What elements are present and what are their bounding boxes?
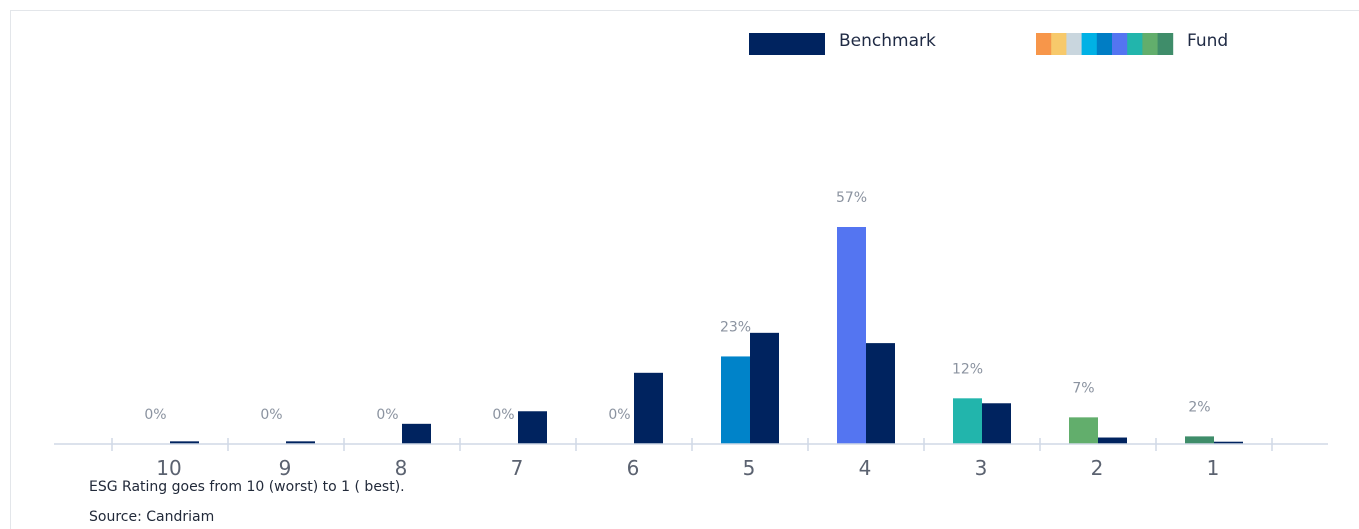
fund-bar [1069,417,1098,444]
legend-fund-swatch-segment [1127,33,1143,55]
legend-swatch-benchmark [749,33,825,55]
benchmark-bar [1098,437,1127,444]
bars [170,227,1243,444]
rating-footnote: ESG Rating goes from 10 (worst) to 1 ( b… [89,479,405,495]
x-axis-tick-labels: 10 9 8 7 6 5 4 3 2 1 [156,456,1219,480]
fund-value-label: 7% [1072,380,1094,396]
bar-labels: 0% 0% 0% 0% 0% 23% 57% 12% 7% 2% [144,190,1210,423]
benchmark-bar [402,423,431,444]
benchmark-bar [286,441,315,444]
legend-label-fund: Fund [1187,31,1228,51]
fund-value-label: 0% [260,407,282,423]
x-tick-label: 5 [743,456,756,480]
x-tick-label: 2 [1091,456,1104,480]
legend-fund-swatch-segment [1081,33,1098,55]
benchmark-bar [1214,441,1243,444]
benchmark-bar [866,343,895,444]
fund-value-label: 12% [952,361,983,377]
fund-value-label: 0% [492,407,514,423]
fund-value-label: 23% [720,319,751,335]
legend-fund-swatch-segment [1142,33,1158,55]
fund-bar [837,227,866,444]
legend-fund-swatch-segment [1036,33,1052,55]
fund-value-label: 0% [608,407,630,423]
fund-value-label: 57% [836,190,867,206]
x-tick-label: 8 [395,456,408,480]
legend-label-benchmark: Benchmark [839,31,936,51]
x-tick-label: 4 [859,456,872,480]
legend-fund-swatch-segment [1157,33,1174,55]
fund-bar [1185,436,1214,444]
legend: Benchmark Fund [749,31,1228,55]
legend-fund-swatch-segment [1096,33,1113,55]
benchmark-bar [634,372,663,444]
fund-bar [721,356,750,444]
fund-value-label: 0% [376,407,398,423]
x-tick-label: 6 [627,456,640,480]
legend-fund-swatch-segment [1051,33,1067,55]
benchmark-bar [518,411,547,444]
benchmark-bar [750,332,779,444]
x-tick-label: 10 [156,456,181,480]
x-tick-label: 3 [975,456,988,480]
x-axis-ticks [111,438,1273,451]
legend-fund-swatch-segment [1112,33,1128,55]
esg-rating-chart: Benchmark Fund 0% 0% 0% 0% 0% 23% 57% 12% 7% 2% 1… [54,31,1328,480]
source-footnote: Source: Candriam [89,509,215,525]
x-tick-label: 7 [511,456,524,480]
x-tick-label: 9 [279,456,292,480]
chart-frame [10,10,1359,529]
benchmark-bar [982,403,1011,444]
x-tick-label: 1 [1207,456,1220,480]
fund-value-label: 0% [144,407,166,423]
fund-value-label: 2% [1188,399,1210,415]
legend-swatch-fund [1036,33,1174,55]
fund-bar [953,398,982,444]
benchmark-bar [170,441,199,444]
legend-fund-swatch-segment [1066,33,1082,55]
